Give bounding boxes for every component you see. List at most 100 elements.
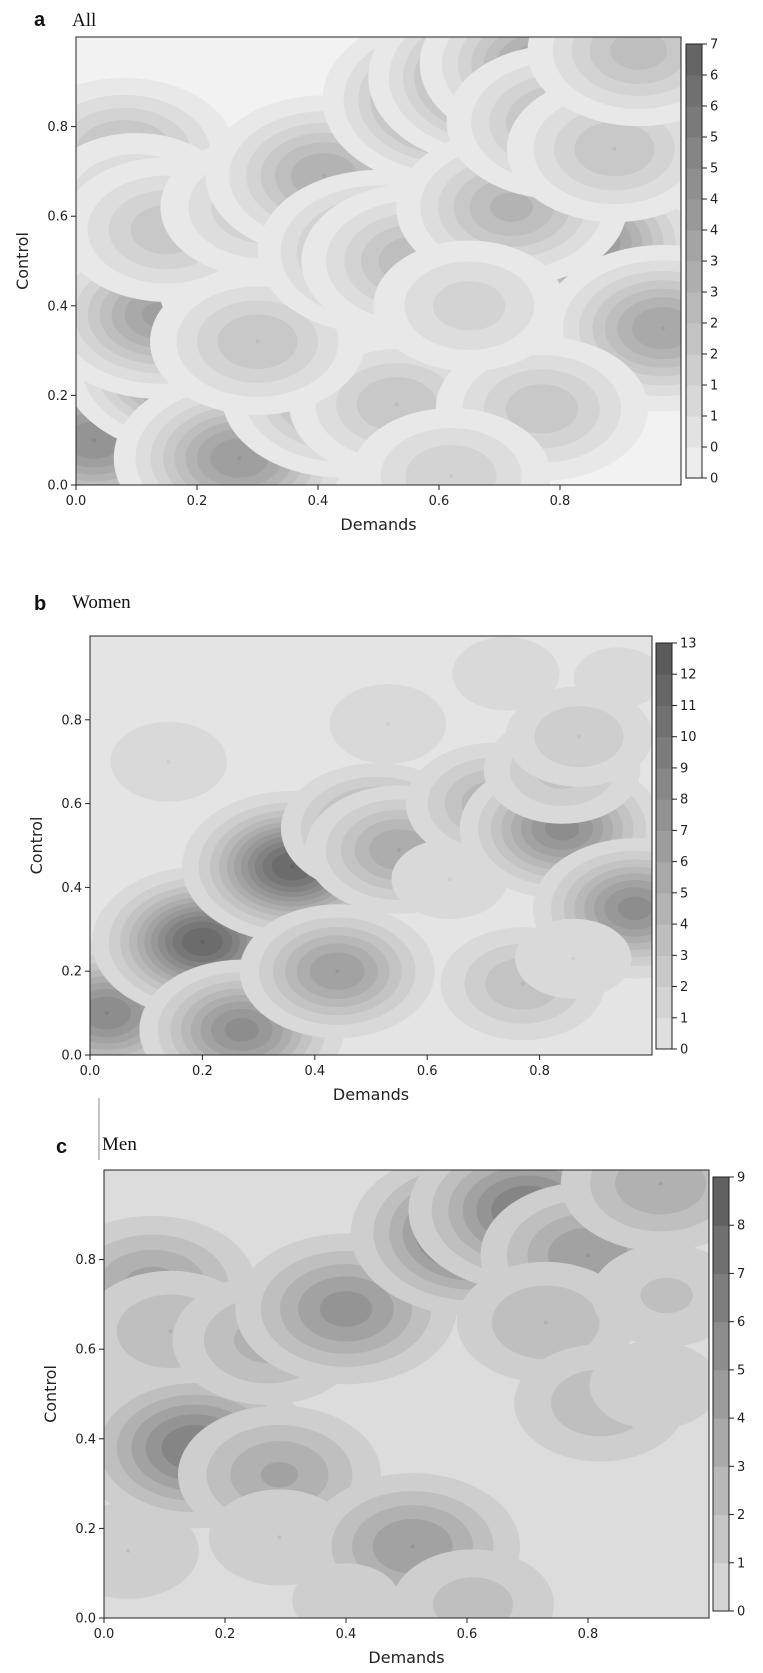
y-tick-label: 0.2 (47, 389, 68, 404)
colorbar-band (686, 323, 702, 355)
colorbar-tick-label: 7 (737, 1267, 745, 1282)
colorbar-tick-label: 8 (737, 1219, 745, 1234)
x-tick-label: 0.6 (457, 1627, 478, 1642)
density-peak (527, 37, 681, 127)
contour-band (520, 981, 525, 986)
x-axis-title: Demands (368, 1648, 444, 1667)
contour-band (640, 1277, 693, 1314)
colorbar-tick-label: 4 (680, 918, 688, 933)
y-tick-label: 0.4 (47, 299, 68, 314)
colorbar-tick-label: 9 (737, 1171, 745, 1186)
colorbar-band (656, 705, 672, 738)
panel-label: c (56, 1136, 67, 1158)
x-tick-label: 0.8 (550, 494, 571, 509)
contour-band (405, 445, 497, 485)
contour-band (571, 956, 576, 961)
density-peak (104, 1502, 199, 1599)
density-peak (329, 684, 447, 764)
colorbar-tick-label: 5 (710, 162, 718, 177)
colorbar-tick-label: 3 (737, 1460, 745, 1475)
density-peak (292, 1563, 400, 1618)
colorbar-tick-label: 6 (680, 855, 688, 870)
contour-band (573, 647, 652, 709)
density-peak (515, 918, 632, 999)
colorbar-tick-label: 5 (680, 886, 688, 901)
contour-band (447, 877, 452, 882)
colorbar-tick-label: 4 (737, 1412, 745, 1427)
colorbar-tick-label: 6 (710, 69, 718, 84)
colorbar-band (686, 447, 702, 479)
contour-band (322, 173, 327, 178)
colorbar-band (656, 736, 672, 769)
colorbar-tick-label: 10 (680, 730, 697, 745)
colorbar-band (686, 261, 702, 293)
density-peak (110, 721, 227, 802)
colorbar-band (713, 1418, 729, 1467)
colorbar-tick-label: 0 (737, 1605, 745, 1620)
contour-band (335, 969, 340, 974)
contour-band (505, 384, 579, 434)
colorbar-tick-label: 2 (680, 980, 688, 995)
plot-frame (103, 1169, 710, 1619)
y-tick-label: 0.8 (47, 120, 68, 135)
colorbar-band (656, 1017, 672, 1050)
contour-band (319, 1291, 373, 1327)
colorbar-band (713, 1177, 729, 1226)
contour-band (255, 339, 260, 344)
y-tick-label: 0.2 (75, 1522, 96, 1537)
colorbar-tick-label: 0 (710, 441, 718, 456)
colorbar-band (656, 674, 672, 706)
contour-band (397, 847, 402, 852)
colorbar-band (656, 643, 672, 675)
colorbar-band (713, 1514, 729, 1564)
density-peak (452, 636, 560, 711)
colorbar-band (686, 292, 702, 324)
y-tick-label: 0.6 (61, 797, 82, 812)
density-peak (351, 408, 551, 485)
colorbar-band (713, 1273, 729, 1323)
y-tick-label: 0.4 (61, 881, 82, 896)
contour-band (237, 456, 242, 461)
contour-band (631, 307, 681, 350)
plot-frame (75, 36, 682, 486)
contour-band (610, 37, 668, 70)
contour-band (292, 1563, 400, 1618)
density-peak (591, 1244, 709, 1347)
x-tick-label: 0.4 (308, 494, 329, 509)
colorbar-tick-label: 13 (680, 637, 697, 652)
colorbar-tick-label: 6 (737, 1315, 745, 1330)
density-peak (507, 75, 681, 223)
y-tick-label: 0.2 (61, 965, 82, 980)
contour-band (104, 1011, 109, 1016)
contour-band (126, 1548, 131, 1553)
x-tick-label: 0.2 (187, 494, 208, 509)
panel-b-women: b Women 0.0 0.2 0.4 0.6 0.8 0.0 0.2 0.4 0.6 0.8 Dema… (27, 592, 697, 1104)
density-peak (589, 1340, 709, 1430)
colorbar-band (686, 416, 702, 448)
contour-band (589, 1340, 709, 1430)
panel-title: Women (72, 592, 131, 613)
colorbar-tick-label: 9 (680, 761, 688, 776)
contour-band (615, 1170, 707, 1215)
colorbar-tick-label: 2 (710, 348, 718, 363)
colorbar-band (656, 830, 672, 863)
contour-band (166, 759, 171, 764)
y-axis-title: Control (41, 1365, 60, 1423)
colorbar: 7 6 6 5 5 4 4 3 3 2 2 1 1 0 0 (685, 38, 718, 487)
colorbar-band (686, 354, 702, 386)
contour-band (224, 1018, 259, 1042)
colorbar-tick-label: 0 (710, 472, 718, 487)
contour-band (658, 1181, 663, 1186)
colorbar-band (713, 1369, 729, 1419)
contour-band (452, 636, 560, 711)
colorbar-tick-label: 1 (680, 1011, 688, 1026)
contour-band (612, 147, 617, 151)
x-tick-label: 0.2 (215, 1627, 236, 1642)
colorbar-tick-label: 3 (710, 255, 718, 270)
colorbar-tick-label: 6 (710, 100, 718, 115)
y-tick-label: 0.4 (75, 1432, 96, 1447)
x-axis-title: Demands (340, 515, 416, 534)
panel-a-all: a All 0.0 0.2 0.4 0.6 0.8 0.0 0.2 0.4 0.6 0.8 Demand… (13, 9, 718, 534)
